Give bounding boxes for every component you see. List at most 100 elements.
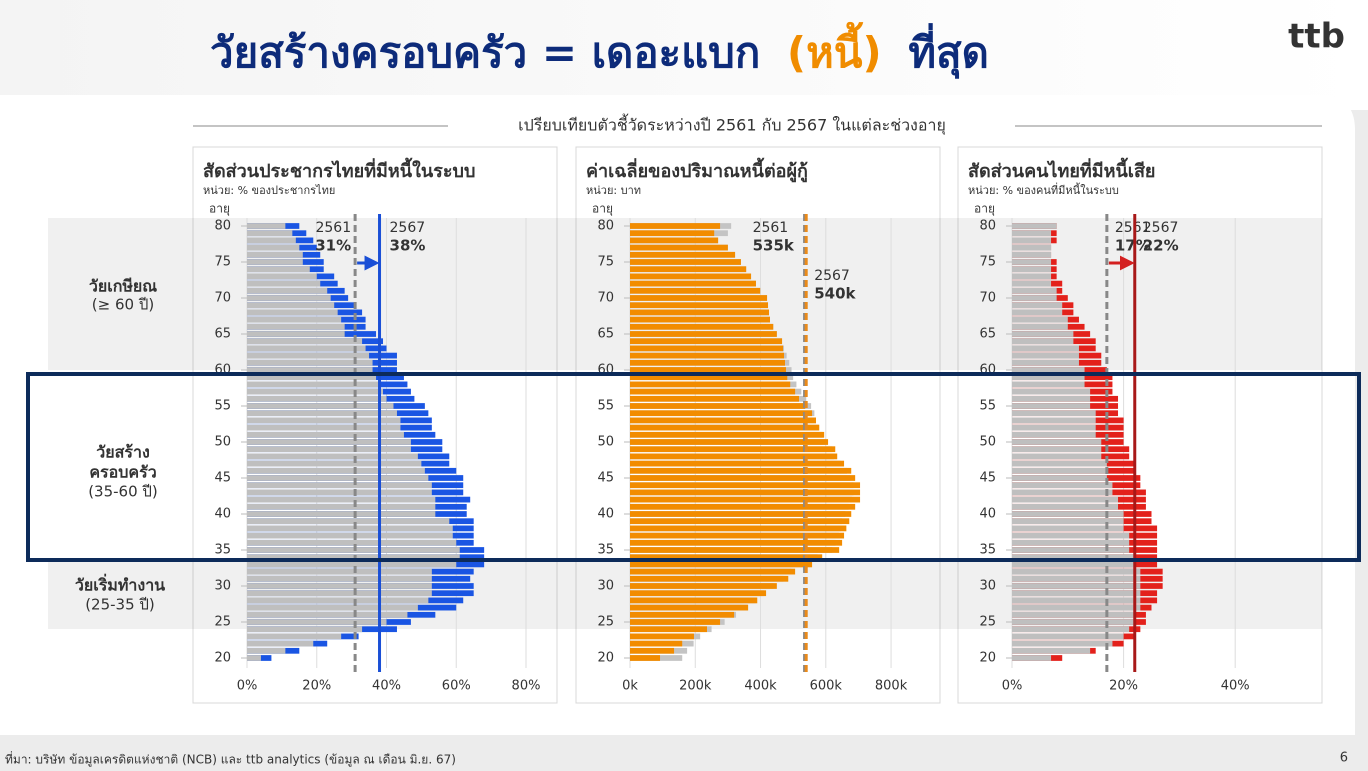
bar xyxy=(247,431,404,438)
y-tick-label: 25 xyxy=(214,615,231,630)
bar xyxy=(630,604,749,611)
bar xyxy=(630,295,768,301)
y-tick-label: 20 xyxy=(597,651,614,666)
bar xyxy=(1012,518,1124,525)
age-group-label: ครอบครัว xyxy=(89,463,156,482)
bar xyxy=(1012,251,1052,258)
bar xyxy=(247,424,401,431)
bar xyxy=(247,467,425,474)
title-part: วัยสร้างครอบครัว = เดอะแบก xyxy=(210,28,760,77)
y-tick-label: 75 xyxy=(214,255,231,270)
bar xyxy=(247,359,373,366)
bar xyxy=(1012,446,1102,453)
bar xyxy=(247,503,436,510)
y-tick-label: 35 xyxy=(597,543,614,558)
subtitle: เปรียบเทียบตัวชี้วัดระหว่างปี 2561 กับ 2… xyxy=(518,114,946,136)
bar xyxy=(630,244,728,251)
bar xyxy=(1012,611,1135,618)
bar xyxy=(247,655,261,661)
average-year: 2561 xyxy=(315,220,351,236)
bar xyxy=(247,259,303,265)
bar xyxy=(1012,511,1124,517)
y-tick-label: 30 xyxy=(214,579,231,594)
age-group-range: (25-35 ปี) xyxy=(85,596,155,614)
average-label: 38% xyxy=(390,237,426,255)
bar xyxy=(1012,403,1091,409)
bar xyxy=(1012,489,1113,496)
y-tick-label: 40 xyxy=(597,507,614,522)
bar xyxy=(630,482,861,489)
bar xyxy=(1012,338,1074,345)
bar xyxy=(1012,460,1107,467)
y-tick-label: 35 xyxy=(979,543,996,558)
chart-title: สัดส่วนคนไทยที่มีหนี้เสีย xyxy=(968,157,1155,182)
bar xyxy=(630,554,823,561)
bar xyxy=(1012,431,1096,438)
chart-unit: หน่วย: % ของคนที่มีหนี้ในระบบ xyxy=(968,182,1119,197)
x-tick-label: 40% xyxy=(1221,679,1250,694)
bar xyxy=(630,431,825,438)
bar xyxy=(247,590,432,597)
y-tick-label: 70 xyxy=(597,291,614,306)
bar xyxy=(630,309,770,316)
bar xyxy=(247,568,432,575)
chart-title: สัดส่วนประชากรไทยที่มีหนี้ในระบบ xyxy=(203,157,475,182)
bar xyxy=(1012,568,1141,575)
bar xyxy=(630,417,816,424)
bar xyxy=(1012,381,1085,388)
average-label: 22% xyxy=(1143,237,1179,255)
age-group-label: วัยสร้าง xyxy=(96,443,150,462)
average-year: 2567 xyxy=(1143,220,1179,236)
y-tick-label: 25 xyxy=(597,615,614,630)
bar xyxy=(1012,223,1057,229)
bar xyxy=(630,388,796,395)
bar xyxy=(1012,554,1135,561)
x-tick-label: 80% xyxy=(512,679,541,694)
bar xyxy=(247,338,363,345)
age-group-label: วัยเกษียณ xyxy=(89,277,157,296)
bar xyxy=(247,518,450,525)
logo: ttb xyxy=(1288,17,1345,57)
bar xyxy=(630,575,789,582)
bar xyxy=(247,345,366,352)
bar xyxy=(247,295,331,301)
bar xyxy=(630,597,758,604)
bar xyxy=(247,496,436,503)
y-tick-label: 65 xyxy=(597,327,614,342)
bar xyxy=(247,352,370,359)
bar xyxy=(630,532,845,539)
bar xyxy=(630,381,791,388)
bar xyxy=(247,410,397,417)
bar xyxy=(247,251,303,258)
y-tick-label: 45 xyxy=(979,471,996,486)
y-tick-label: 50 xyxy=(214,435,231,450)
bar xyxy=(630,316,770,323)
bar xyxy=(247,611,408,618)
bar xyxy=(630,237,719,244)
x-tick-label: 0k xyxy=(622,679,638,694)
average-label: 535k xyxy=(753,237,795,255)
title-part: ที่สุด xyxy=(908,23,989,79)
bar xyxy=(247,381,380,388)
bar xyxy=(1012,331,1074,337)
bar xyxy=(1012,604,1141,611)
bar xyxy=(247,230,293,237)
average-year: 2567 xyxy=(814,268,850,284)
bar xyxy=(630,359,785,366)
bar xyxy=(1012,309,1063,316)
bar xyxy=(630,338,783,345)
y-tick-label: 45 xyxy=(214,471,231,486)
bar xyxy=(1012,316,1068,323)
y-tick-label: 50 xyxy=(597,435,614,450)
average-year: 2567 xyxy=(390,220,426,236)
bar xyxy=(247,417,401,424)
bar xyxy=(630,619,721,625)
bar xyxy=(630,395,800,402)
bar xyxy=(630,655,661,661)
bar xyxy=(630,266,747,273)
bar xyxy=(630,539,843,546)
bar xyxy=(1012,475,1107,481)
bar xyxy=(630,633,694,640)
bar xyxy=(1012,388,1091,395)
bar xyxy=(1012,280,1052,287)
